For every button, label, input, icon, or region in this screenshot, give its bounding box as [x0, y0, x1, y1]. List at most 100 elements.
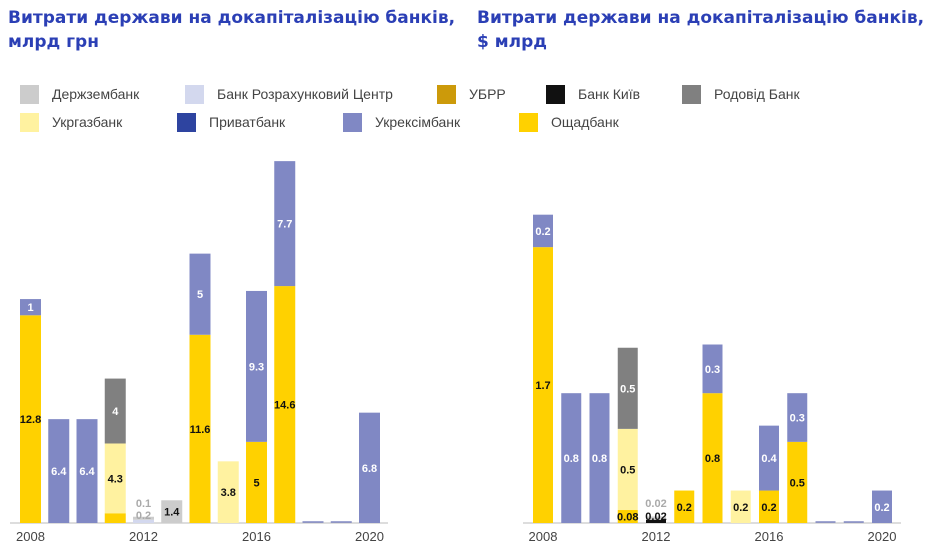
- legend-label: УБРР: [469, 86, 506, 102]
- bar-2009-Укрексімбанк: [48, 419, 70, 523]
- data-label: 0.2: [136, 510, 151, 522]
- legend-label: Банк Розрахунковий Центр: [217, 86, 393, 102]
- legend-label: Банк Київ: [578, 86, 641, 102]
- bar-2014-Ощадбанк: [702, 393, 723, 523]
- bar-2015-Укргазбанк: [217, 461, 239, 523]
- legend-item-ubrr: УБРР: [437, 84, 506, 104]
- bar-2014-Ощадбанк: [189, 334, 211, 523]
- data-label: 0.5: [620, 464, 635, 476]
- bar-2011-Укргазбанк: [617, 428, 638, 511]
- data-label: 0.1: [136, 498, 151, 510]
- data-label: 0.3: [705, 364, 720, 376]
- legend-swatch: [20, 84, 39, 104]
- data-label: 0.8: [705, 453, 720, 465]
- data-label: 5: [197, 289, 203, 301]
- legend-item-oschadbank: Ощадбанк: [519, 112, 619, 132]
- bar-2016-Ощадбанк: [246, 441, 267, 523]
- bar-2010-Укрексімбанк: [76, 419, 98, 523]
- bar-2014-Укрексімбанк: [189, 253, 211, 335]
- data-label: 14.6: [274, 400, 295, 412]
- data-label: 6.4: [51, 466, 67, 478]
- legend-label: Укргазбанк: [52, 114, 123, 130]
- bar-2008-Ощадбанк: [20, 315, 41, 523]
- legend-item-derzhzembank: Держзембанк: [20, 84, 140, 104]
- bar-2015-Укргазбанк: [730, 490, 751, 523]
- legend-swatch: [343, 112, 362, 132]
- chart-title-uah: Витрати держави на докапіталізацію банкі…: [8, 8, 456, 52]
- bar-2012-Банк Розрахунковий Центр: [133, 519, 154, 523]
- bar-2017-Ощадбанк: [274, 286, 296, 523]
- bar-2014-Укрексімбанк: [702, 344, 723, 394]
- data-label: 6.8: [362, 463, 377, 475]
- legend-label: Приватбанк: [209, 114, 286, 130]
- bar-2011-Укргазбанк: [104, 443, 126, 514]
- data-label: 0.2: [761, 502, 776, 514]
- data-label: 9.3: [249, 361, 264, 373]
- x-tick-label: 2012: [129, 529, 158, 544]
- bar-2017-Укрексімбанк: [274, 161, 296, 287]
- data-label: 0.08: [617, 512, 638, 524]
- x-tick-label: 2020: [355, 529, 384, 544]
- legend-swatch: [177, 112, 196, 132]
- x-tick-label: 2020: [868, 529, 897, 544]
- bar-2012-Банк Київ: [646, 519, 666, 523]
- bar-2013-Держзембанк: [161, 500, 183, 523]
- legend-swatch: [185, 84, 204, 104]
- legend-swatch: [437, 84, 456, 104]
- x-tick-label: 2016: [755, 529, 784, 544]
- bar-2013-Ощадбанк: [674, 490, 695, 523]
- data-label: 0.02: [645, 498, 666, 510]
- legend-item-ukrgasbank: Укргазбанк: [20, 112, 123, 132]
- bar-2017-Укрексімбанк: [787, 393, 808, 442]
- bar-2011-Ощадбанк: [104, 513, 126, 523]
- bar-2012-Держзембанк: [646, 516, 666, 520]
- bar-2016-Укрексімбанк: [246, 290, 267, 442]
- data-label: 0.5: [790, 477, 805, 489]
- data-label: 12.8: [20, 414, 41, 426]
- data-label: 0.3: [790, 413, 805, 425]
- bar-2016-Укрексімбанк: [759, 425, 779, 491]
- legend-item-privatbank: Приватбанк: [177, 112, 286, 132]
- x-tick-label: 2016: [242, 529, 271, 544]
- legend-item-bank-kyiv: Банк Київ: [546, 84, 641, 104]
- bar-2020-Укрексімбанк: [872, 490, 892, 523]
- bar-2010-Укрексімбанк: [589, 393, 610, 523]
- bar-2011-Ощадбанк: [617, 510, 638, 523]
- x-tick-label: 2008: [16, 529, 45, 544]
- bar-2016-Ощадбанк: [759, 490, 779, 523]
- bar-2008-Ощадбанк: [533, 247, 553, 524]
- legend-label: Держзембанк: [52, 86, 140, 102]
- data-label: 1.7: [535, 380, 550, 392]
- chart-title-usd: Витрати держави на докапіталізацію банкі…: [477, 8, 925, 52]
- data-label: 5: [253, 477, 259, 489]
- legend-swatch: [20, 112, 39, 132]
- data-label: 6.4: [79, 466, 95, 478]
- legend-item-brc: Банк Розрахунковий Центр: [185, 84, 393, 104]
- data-label: 0.2: [535, 226, 550, 238]
- x-tick-label: 2008: [529, 529, 558, 544]
- bar-2020-Укрексімбанк: [359, 412, 380, 523]
- bar-2008-Укрексімбанк: [20, 299, 41, 316]
- data-label: 7.7: [277, 219, 292, 231]
- data-label: 0.5: [620, 383, 635, 395]
- data-label: 0.8: [564, 453, 579, 465]
- legend-swatch: [546, 84, 565, 104]
- data-label: 1: [27, 302, 33, 314]
- bar-2011-Родовід Банк: [617, 347, 638, 429]
- bar-2012-Держзембанк: [133, 516, 154, 520]
- bar-2017-Ощадбанк: [787, 441, 808, 523]
- bar-2011-Родовід Банк: [104, 378, 126, 444]
- data-label: 11.6: [190, 424, 211, 436]
- legend-item-rodovid: Родовід Банк: [682, 84, 800, 104]
- legend-label: Ощадбанк: [551, 114, 619, 130]
- data-label: 3.8: [221, 487, 236, 499]
- bar-2009-Укрексімбанк: [561, 393, 582, 523]
- data-label: 4: [112, 406, 119, 418]
- data-label: 1.4: [164, 507, 180, 519]
- data-label: 0.4: [761, 453, 777, 465]
- legend-item-ukreximbank: Укрексімбанк: [343, 112, 460, 132]
- data-label: 0.8: [592, 453, 607, 465]
- bar-2008-Укрексімбанк: [533, 214, 553, 248]
- data-label: 0.2: [677, 502, 692, 514]
